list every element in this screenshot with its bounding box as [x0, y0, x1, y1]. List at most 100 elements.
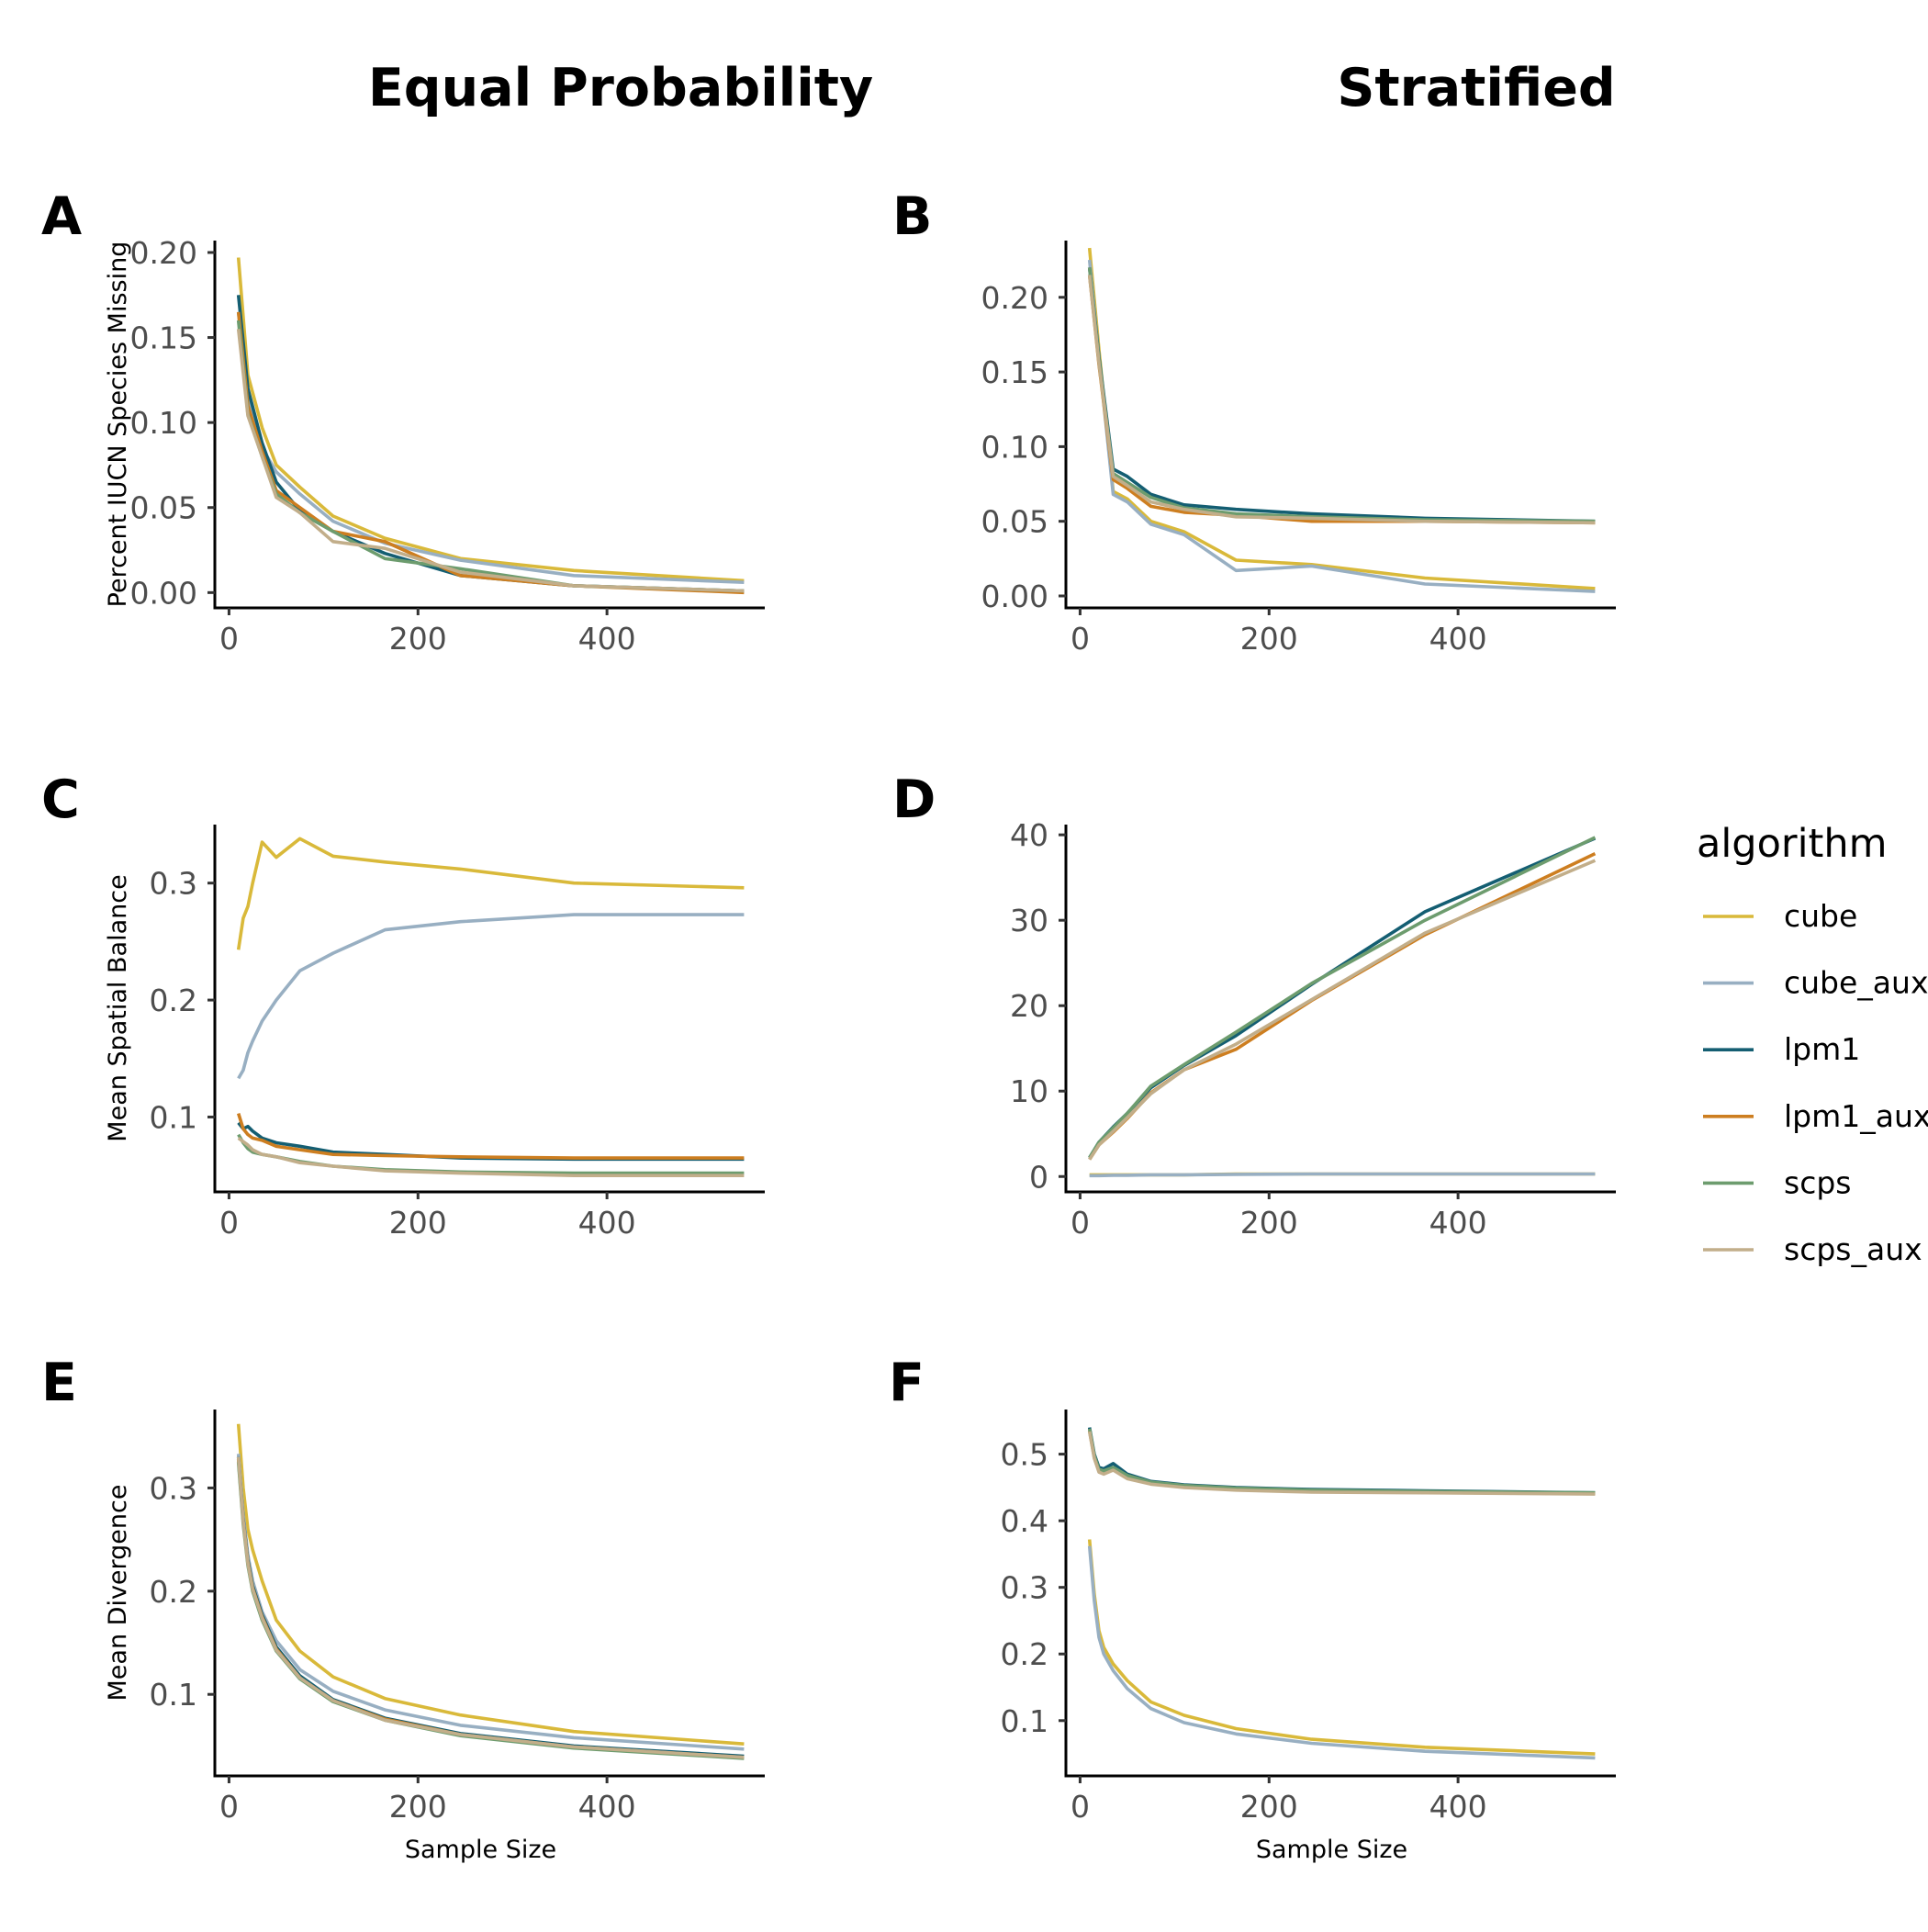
- panel-tag: B: [892, 186, 932, 247]
- series-line-cube: [239, 1424, 745, 1745]
- y-tick-label: 10: [1010, 1073, 1048, 1109]
- legend-label: scps: [1784, 1164, 1851, 1200]
- y-tick-label: 0.10: [130, 405, 197, 441]
- y-tick-label: 0.20: [130, 235, 197, 271]
- series-line-lpm1: [1090, 267, 1596, 521]
- x-tick-label: 400: [1429, 621, 1487, 657]
- series-line-lpm1-aux: [1090, 854, 1596, 1160]
- series-line-lpm1: [239, 1457, 745, 1757]
- y-tick-label: 0.3: [1001, 1570, 1048, 1606]
- legend-label: cube: [1784, 898, 1857, 934]
- series-line-cube-aux: [1090, 1546, 1596, 1758]
- x-tick-label: 400: [578, 621, 636, 657]
- series-line-lpm1: [239, 1123, 745, 1160]
- x-tick-label: 400: [578, 1789, 636, 1825]
- y-tick-label: 0.15: [981, 354, 1048, 390]
- x-tick-label: 200: [389, 621, 447, 657]
- panel-tag: D: [892, 769, 936, 830]
- y-tick-label: 0.1: [1001, 1703, 1048, 1739]
- y-tick-label: 0.5: [1001, 1437, 1048, 1473]
- x-tick-label: 0: [219, 1205, 239, 1241]
- series-line-cube-aux: [1090, 1174, 1596, 1176]
- column-title-equal-probability: Equal Probability: [368, 58, 873, 118]
- series-line-scps: [1090, 1429, 1596, 1493]
- series-line-cube-aux: [239, 312, 745, 582]
- y-tick-label: 0.4: [1001, 1503, 1048, 1539]
- series-line-lpm1: [239, 295, 745, 590]
- column-title-stratified: Stratified: [1337, 58, 1615, 118]
- x-tick-label: 0: [1070, 1205, 1090, 1241]
- x-axis-label: Sample Size: [405, 1836, 556, 1864]
- legend-item-scps: scps: [1703, 1164, 1851, 1200]
- y-tick-label: 0: [1029, 1159, 1048, 1195]
- y-tick-label: 0.2: [150, 1574, 197, 1610]
- series-line-scps: [239, 320, 745, 591]
- x-tick-label: 200: [1240, 1205, 1298, 1241]
- series-line-scps-aux: [1090, 275, 1596, 522]
- legend-item-lpm1: lpm1: [1703, 1031, 1860, 1067]
- y-axis-label: Mean Divergence: [104, 1485, 132, 1702]
- series-line-scps-aux: [239, 1457, 745, 1758]
- panel-f: F 0 200 400 0.1 0.2 0.3 0.4 0.5 Sample Size: [889, 1353, 1616, 1864]
- x-axis-label: Sample Size: [1256, 1836, 1407, 1864]
- panel-tag: E: [41, 1353, 77, 1413]
- series-line-scps-aux: [239, 329, 745, 590]
- series-line-cube: [1090, 248, 1596, 589]
- x-tick-label: 200: [389, 1205, 447, 1241]
- series-line-scps: [239, 1135, 745, 1174]
- y-tick-label: 0.3: [150, 1470, 197, 1506]
- x-tick-label: 200: [1240, 621, 1298, 657]
- series-line-cube-aux: [239, 915, 745, 1078]
- y-tick-label: 0.1: [150, 1677, 197, 1713]
- y-tick-label: 0.1: [150, 1099, 197, 1135]
- x-tick-label: 0: [1070, 621, 1090, 657]
- y-tick-label: 0.05: [130, 490, 197, 526]
- legend-label: cube_aux: [1784, 965, 1928, 1001]
- y-tick-label: 0.20: [981, 280, 1048, 316]
- series-line-lpm1-aux: [239, 1459, 745, 1758]
- y-tick-label: 30: [1010, 903, 1048, 938]
- y-tick-label: 0.10: [981, 429, 1048, 465]
- y-tick-label: 0.2: [1001, 1636, 1048, 1672]
- x-tick-label: 200: [389, 1789, 447, 1825]
- legend-label: lpm1: [1784, 1031, 1860, 1067]
- series-line-cube: [1090, 1540, 1596, 1755]
- series-line-scps: [1090, 267, 1596, 521]
- y-tick-label: 20: [1010, 988, 1048, 1024]
- y-axis-label: Percent IUCN Species Missing: [104, 242, 132, 608]
- y-axis-label: Mean Spatial Balance: [104, 874, 132, 1141]
- panel-tag: A: [41, 186, 82, 247]
- x-tick-label: 0: [219, 621, 239, 657]
- legend-item-lpm1-aux: lpm1_aux: [1703, 1098, 1928, 1134]
- legend-label: lpm1_aux: [1784, 1098, 1928, 1134]
- series-line-lpm1-aux: [1090, 275, 1596, 522]
- legend-label: scps_aux: [1784, 1231, 1922, 1267]
- panel-tag: F: [889, 1353, 925, 1413]
- y-tick-label: 0.00: [981, 578, 1048, 614]
- panel-tag: C: [41, 769, 80, 830]
- series-line-lpm1-aux: [239, 1114, 745, 1159]
- y-tick-label: 0.2: [150, 983, 197, 1018]
- panel-c: C 0 200 400 0.1 0.2 0.3 Mean Spatial Balance: [41, 769, 765, 1241]
- y-tick-label: 0.15: [130, 320, 197, 356]
- legend-item-cube: cube: [1703, 898, 1857, 934]
- series-line-lpm1-aux: [239, 312, 745, 593]
- y-tick-label: 0.00: [130, 575, 197, 611]
- series-line-scps: [1090, 837, 1596, 1158]
- panel-b: B 0 200 400 0.00 0.05 0.10 0.15 0.20: [892, 186, 1616, 657]
- legend-item-cube-aux: cube_aux: [1703, 965, 1928, 1001]
- y-tick-label: 0.3: [150, 866, 197, 902]
- legend-item-scps-aux: scps_aux: [1703, 1231, 1922, 1267]
- series-line-lpm1: [1090, 838, 1596, 1158]
- series-line-cube: [239, 838, 745, 949]
- series-line-scps: [239, 1462, 745, 1758]
- panel-e: E 0 200 400 0.1 0.2 0.3 Mean Divergence Sample S…: [41, 1353, 765, 1864]
- series-line-cube: [239, 258, 745, 581]
- x-tick-label: 0: [219, 1789, 239, 1825]
- series-line-cube-aux: [1090, 260, 1596, 591]
- x-tick-label: 0: [1070, 1789, 1090, 1825]
